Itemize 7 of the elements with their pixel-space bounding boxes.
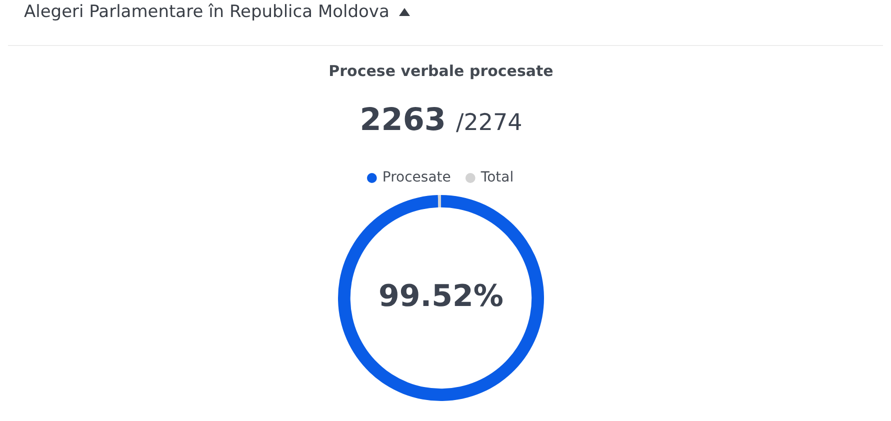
text: /2274 [456,110,522,136]
data-label: 99.52% [378,278,504,314]
legend-label: Procesate [382,170,451,186]
chart-title: Alegeri Parlamentare în Republica Moldova [24,2,390,22]
text: 2263 [360,102,446,138]
chart-subtitle: Procese verbale procesate [328,62,554,80]
legend-label: Total [480,170,514,186]
